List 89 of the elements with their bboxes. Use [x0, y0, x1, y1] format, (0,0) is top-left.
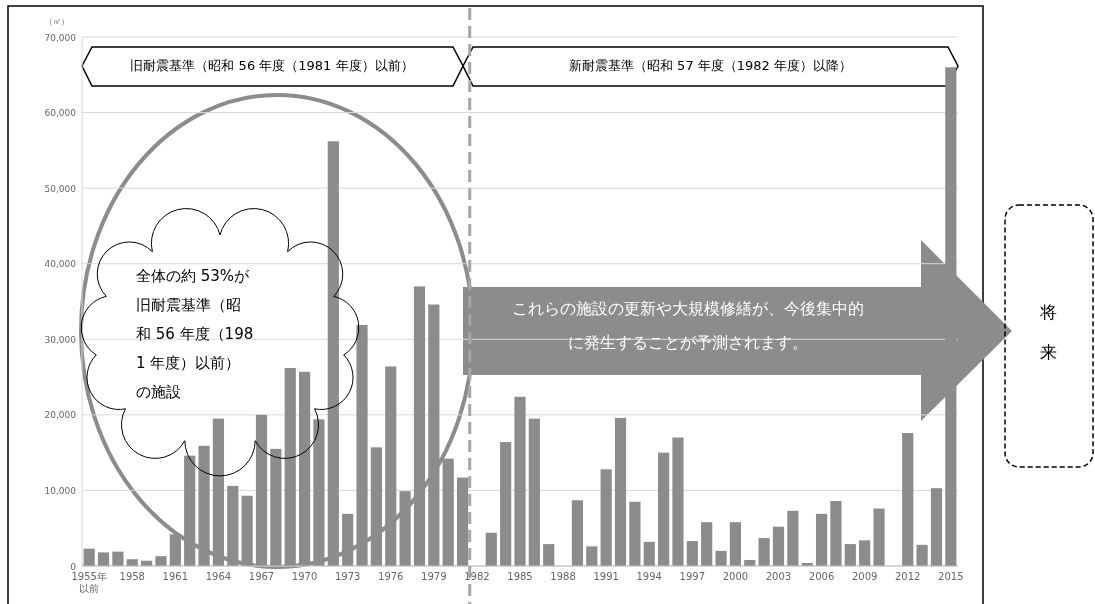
bar [815, 513, 828, 566]
bar [902, 432, 914, 566]
bar [701, 522, 713, 566]
bar [830, 501, 842, 566]
x-tick-label: 2015 [937, 571, 965, 583]
bar [729, 522, 742, 566]
bar [543, 544, 555, 566]
x-tick-label: 1976 [377, 571, 405, 583]
bar [241, 495, 253, 566]
x-tick-label: 2003 [764, 571, 793, 583]
bar [930, 488, 943, 566]
bar [155, 556, 167, 566]
x-tick-label: 2000 [721, 571, 750, 583]
bar [270, 448, 282, 566]
y-tick-label: 50,000 [44, 183, 77, 194]
x-tick-label: 1964 [204, 571, 233, 583]
bar [629, 501, 641, 566]
bar [758, 538, 770, 566]
y-tick-label: 40,000 [44, 259, 77, 270]
bar [945, 67, 957, 566]
bar [586, 546, 598, 566]
y-tick-label: 30,000 [44, 334, 77, 345]
bar [643, 541, 655, 566]
bar [514, 396, 526, 566]
bar [184, 455, 196, 566]
y-tick-label: 70,000 [44, 32, 77, 43]
y-tick-label: 60,000 [44, 108, 77, 119]
x-tick-label: 2009 [850, 571, 879, 583]
bar [859, 540, 871, 566]
bar [327, 141, 339, 566]
bar [298, 371, 311, 566]
bar [284, 368, 296, 566]
annotation: 旧耐震基準（昭和 56 年度（1981 年度）以前） [129, 57, 415, 75]
x-tick-label: 1988 [549, 571, 577, 583]
bar [456, 477, 469, 566]
annotation: 新耐震基準（昭和 57 年度（1982 年度）以降） [568, 57, 853, 75]
bar [370, 447, 382, 566]
x-tick-label: 1994 [635, 571, 663, 583]
bar [399, 491, 411, 566]
x-tick-label: 1958 [118, 571, 146, 583]
x-tick-label: 1970 [290, 571, 319, 583]
bar [614, 417, 627, 566]
x-tick-label: 2012 [894, 571, 922, 583]
bar [844, 544, 856, 566]
bar [255, 414, 268, 566]
x-tick-label: 1973 [333, 571, 362, 583]
x-tick-label: 1982 [463, 571, 491, 583]
bar [571, 500, 584, 566]
x-tick-label: 1961 [161, 571, 190, 583]
x-tick-label: 2006 [807, 571, 836, 583]
bar [715, 550, 727, 566]
bar [169, 534, 181, 566]
bar [97, 552, 110, 566]
bar [500, 442, 512, 566]
bar [83, 548, 95, 566]
x-tick-label: 1985 [506, 571, 534, 583]
bar [787, 510, 799, 566]
annotation: これらの施設の更新や大規模修繕が、今後集中的に発生することが予測されます。 [510, 298, 865, 354]
bar [413, 286, 426, 566]
bar [672, 437, 684, 566]
y-axis-title: （㎡） [45, 17, 69, 26]
bar [772, 526, 785, 566]
bar [528, 418, 540, 566]
bar [227, 485, 239, 566]
bar [385, 366, 397, 566]
bar [916, 544, 928, 566]
y-tick-label: 20,000 [44, 410, 77, 421]
x-tick-label: 1955年以前 [70, 571, 108, 595]
bar [600, 469, 612, 566]
bar [873, 508, 885, 566]
bar [428, 304, 440, 566]
text: 将来 [1038, 290, 1060, 370]
bar [686, 541, 698, 566]
bar [313, 419, 325, 566]
bar [212, 418, 225, 566]
x-tick-label: 1979 [420, 571, 448, 583]
x-tick-label: 1967 [247, 571, 276, 583]
x-tick-label: 1997 [678, 571, 707, 583]
x-tick-label: 1991 [592, 571, 620, 583]
bar [342, 513, 354, 566]
y-tick-label: 0 [70, 561, 77, 572]
bar [442, 458, 454, 566]
annotation: 全体の約 53%が旧耐震基準（昭和 56 年度（1981 年度）以前）の施設 [136, 266, 254, 403]
bar [658, 452, 670, 566]
bar [112, 551, 124, 566]
y-tick-label: 10,000 [44, 485, 77, 496]
bar [198, 445, 210, 566]
bar [356, 324, 368, 566]
bar [485, 532, 497, 566]
